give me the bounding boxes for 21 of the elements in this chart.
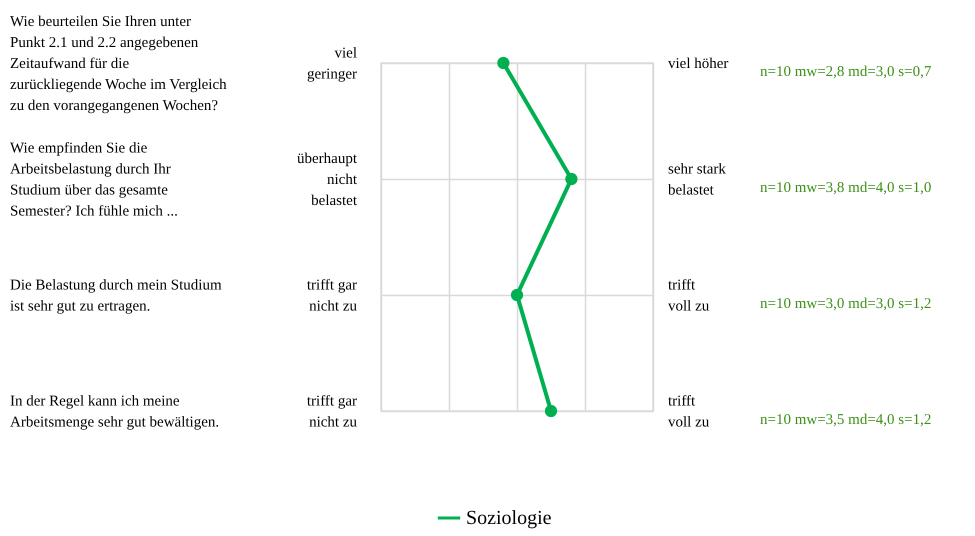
y-tick-label: Die Belastung durch mein Studium ist sehr gut zu ertragen. [10,278,222,314]
data-label: n=10 mw=3,0 md=3,0 s=1,2 [760,296,932,312]
data-label: n=10 mw=3,8 md=4,0 s=1,0 [760,180,932,196]
y-tick-label: In der Regel kann ich meine Arbeitsmenge sehr gut bewältigen. [10,394,220,430]
legend-label: Soziologie [466,507,552,529]
y2-tick-label: sehr stark belastet [668,162,726,198]
category-label: viel geringer [307,46,357,82]
point [510,288,524,302]
category-label: überhaupt nicht belastet [297,151,357,209]
category-label: trifft gar nicht zu [306,394,357,430]
y-tick-label: Wie beurteilen Sie Ihren unter Punkt 2.1 und 2.2 angegebenen Zeitaufwand für die zurückliegende Woche im Vergleich zu den vorangegangenen Wochen? [10,14,228,114]
point [544,404,558,418]
data-label: n=10 mw=3,5 md=4,0 s=1,2 [760,412,932,428]
y-tick-label: Wie empfinden Sie die Arbeitsbelastung durch Ihr Studium über das gesamte Semester? Ich fühle mich ... [10,140,178,220]
category-label: trifft gar nicht zu [306,278,357,314]
y2-tick-label: viel höher [668,56,728,72]
point [565,172,578,186]
point [497,56,510,70]
data-label: n=10 mw=2,8 md=3,0 s=0,7 [760,64,932,80]
y2-tick-label: trifft voll zu [668,278,710,314]
y2-tick-label: trifft voll zu [668,394,710,430]
